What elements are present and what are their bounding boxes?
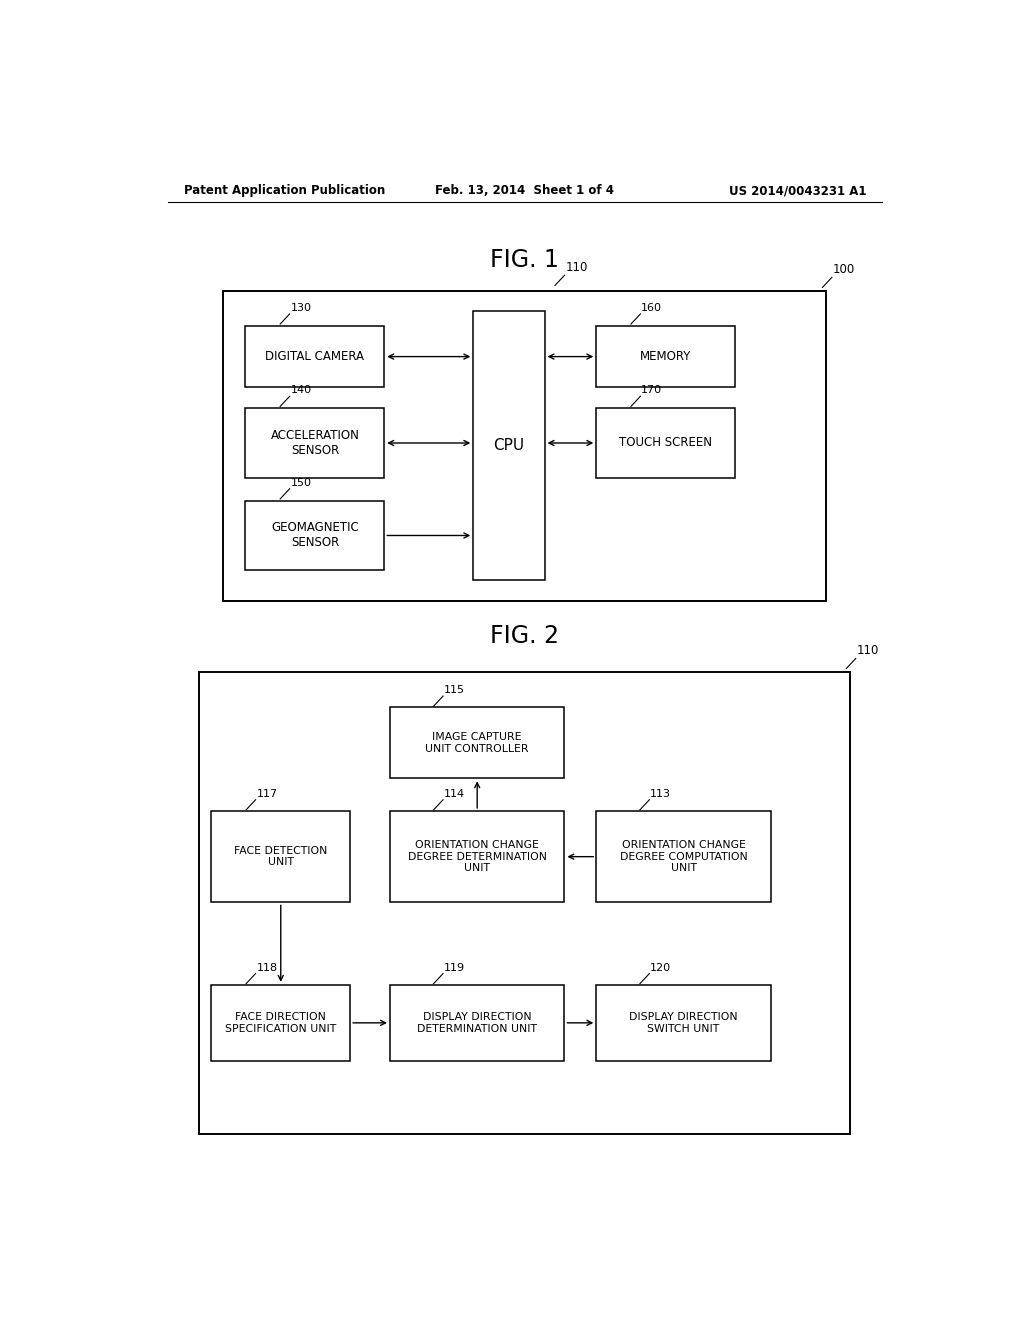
Text: FACE DETECTION
UNIT: FACE DETECTION UNIT	[234, 846, 328, 867]
Text: DISPLAY DIRECTION
SWITCH UNIT: DISPLAY DIRECTION SWITCH UNIT	[629, 1012, 738, 1034]
Text: FIG. 1: FIG. 1	[490, 248, 559, 272]
Text: 140: 140	[291, 385, 311, 395]
Text: 100: 100	[833, 263, 855, 276]
Text: 115: 115	[443, 685, 465, 696]
FancyBboxPatch shape	[390, 810, 564, 903]
Text: IMAGE CAPTURE
UNIT CONTROLLER: IMAGE CAPTURE UNIT CONTROLLER	[425, 733, 529, 754]
Text: US 2014/0043231 A1: US 2014/0043231 A1	[728, 185, 866, 198]
FancyBboxPatch shape	[596, 408, 735, 478]
Text: Feb. 13, 2014  Sheet 1 of 4: Feb. 13, 2014 Sheet 1 of 4	[435, 185, 614, 198]
Text: ACCELERATION
SENSOR: ACCELERATION SENSOR	[270, 429, 359, 457]
FancyBboxPatch shape	[246, 408, 384, 478]
FancyBboxPatch shape	[211, 985, 350, 1061]
FancyBboxPatch shape	[211, 810, 350, 903]
Text: 120: 120	[650, 962, 672, 973]
Text: 130: 130	[291, 302, 311, 313]
Text: CPU: CPU	[494, 438, 524, 453]
FancyBboxPatch shape	[390, 985, 564, 1061]
Text: 110: 110	[565, 261, 588, 275]
FancyBboxPatch shape	[200, 672, 850, 1134]
Text: FIG. 2: FIG. 2	[490, 624, 559, 648]
Text: 160: 160	[641, 302, 663, 313]
Text: 117: 117	[256, 789, 278, 799]
Text: DIGITAL CAMERA: DIGITAL CAMERA	[265, 350, 365, 363]
Text: 170: 170	[641, 385, 663, 395]
Text: ORIENTATION CHANGE
DEGREE DETERMINATION
UNIT: ORIENTATION CHANGE DEGREE DETERMINATION …	[408, 840, 547, 874]
FancyBboxPatch shape	[246, 326, 384, 387]
Text: 118: 118	[256, 962, 278, 973]
Text: 114: 114	[443, 789, 465, 799]
Text: GEOMAGNETIC
SENSOR: GEOMAGNETIC SENSOR	[271, 521, 358, 549]
FancyBboxPatch shape	[596, 985, 771, 1061]
Text: TOUCH SCREEN: TOUCH SCREEN	[620, 437, 712, 450]
Text: 110: 110	[856, 644, 879, 657]
Text: DISPLAY DIRECTION
DETERMINATION UNIT: DISPLAY DIRECTION DETERMINATION UNIT	[417, 1012, 538, 1034]
FancyBboxPatch shape	[596, 810, 771, 903]
FancyBboxPatch shape	[223, 290, 826, 601]
FancyBboxPatch shape	[390, 708, 564, 779]
Text: 150: 150	[291, 478, 311, 487]
Text: ORIENTATION CHANGE
DEGREE COMPUTATION
UNIT: ORIENTATION CHANGE DEGREE COMPUTATION UN…	[620, 840, 748, 874]
Text: MEMORY: MEMORY	[640, 350, 691, 363]
FancyBboxPatch shape	[246, 500, 384, 570]
FancyBboxPatch shape	[596, 326, 735, 387]
Text: 113: 113	[650, 789, 671, 799]
Text: 119: 119	[443, 962, 465, 973]
Text: Patent Application Publication: Patent Application Publication	[183, 185, 385, 198]
Text: FACE DIRECTION
SPECIFICATION UNIT: FACE DIRECTION SPECIFICATION UNIT	[225, 1012, 337, 1034]
FancyBboxPatch shape	[473, 312, 545, 581]
